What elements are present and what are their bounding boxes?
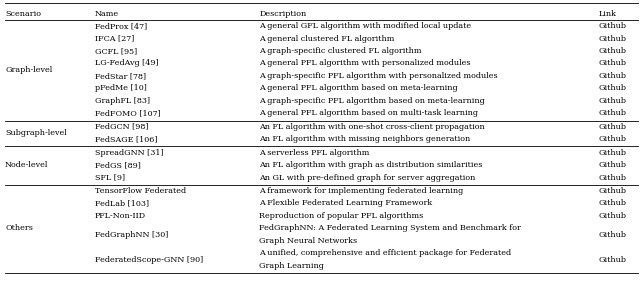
Text: An FL algorithm with missing neighbors generation: An FL algorithm with missing neighbors g… bbox=[259, 135, 470, 143]
Text: FedProx [47]: FedProx [47] bbox=[95, 22, 147, 30]
Text: A general PFL algorithm with personalized modules: A general PFL algorithm with personalize… bbox=[259, 59, 470, 67]
Text: Github: Github bbox=[598, 22, 627, 30]
Text: IFCA [27]: IFCA [27] bbox=[95, 34, 134, 42]
Text: SpreadGNN [31]: SpreadGNN [31] bbox=[95, 149, 163, 157]
Text: LG-FedAvg [49]: LG-FedAvg [49] bbox=[95, 59, 158, 67]
Text: Node-level: Node-level bbox=[5, 161, 49, 169]
Text: Github: Github bbox=[598, 47, 627, 55]
Text: Github: Github bbox=[598, 109, 627, 117]
Text: Subgraph-level: Subgraph-level bbox=[5, 129, 67, 137]
Text: FedFOMO [107]: FedFOMO [107] bbox=[95, 109, 161, 117]
Text: A unified, comprehensive and efficient package for Federated: A unified, comprehensive and efficient p… bbox=[259, 249, 511, 257]
Text: GraphFL [83]: GraphFL [83] bbox=[95, 97, 150, 105]
Text: A general PFL algorithm based on multi-task learning: A general PFL algorithm based on multi-t… bbox=[259, 109, 478, 117]
Text: Github: Github bbox=[598, 231, 627, 238]
Text: An FL algorithm with one-shot cross-client propagation: An FL algorithm with one-shot cross-clie… bbox=[259, 123, 485, 131]
Text: Reproduction of popular PFL algorithms: Reproduction of popular PFL algorithms bbox=[259, 212, 424, 220]
Text: An GL with pre-defined graph for server aggregation: An GL with pre-defined graph for server … bbox=[259, 174, 476, 182]
Text: PFL-Non-IID: PFL-Non-IID bbox=[95, 212, 146, 220]
Text: TensorFlow Federated: TensorFlow Federated bbox=[95, 187, 186, 195]
Text: Github: Github bbox=[598, 97, 627, 105]
Text: Github: Github bbox=[598, 123, 627, 131]
Text: FedGCN [98]: FedGCN [98] bbox=[95, 123, 148, 131]
Text: A Flexible Federated Learning Framework: A Flexible Federated Learning Framework bbox=[259, 199, 433, 208]
Text: Graph-level: Graph-level bbox=[5, 66, 52, 74]
Text: SFL [9]: SFL [9] bbox=[95, 174, 125, 182]
Text: Graph Neural Networks: Graph Neural Networks bbox=[259, 237, 357, 245]
Text: FedLab [103]: FedLab [103] bbox=[95, 199, 149, 208]
Text: A graph-specific clustered FL algorithm: A graph-specific clustered FL algorithm bbox=[259, 47, 422, 55]
Text: Github: Github bbox=[598, 174, 627, 182]
Text: Github: Github bbox=[598, 161, 627, 169]
Text: FedStar [78]: FedStar [78] bbox=[95, 72, 146, 80]
Text: Github: Github bbox=[598, 212, 627, 220]
Text: Github: Github bbox=[598, 149, 627, 157]
Text: Github: Github bbox=[598, 135, 627, 143]
Text: Link: Link bbox=[598, 10, 616, 18]
Text: Github: Github bbox=[598, 256, 627, 263]
Text: Scenario: Scenario bbox=[5, 10, 41, 18]
Text: pFedMe [10]: pFedMe [10] bbox=[95, 84, 147, 92]
Text: GCFL [95]: GCFL [95] bbox=[95, 47, 137, 55]
Text: Github: Github bbox=[598, 187, 627, 195]
Text: Github: Github bbox=[598, 34, 627, 42]
Text: FederatedScope-GNN [90]: FederatedScope-GNN [90] bbox=[95, 256, 203, 263]
Text: A framework for implementing federated learning: A framework for implementing federated l… bbox=[259, 187, 463, 195]
Text: Description: Description bbox=[259, 10, 307, 18]
Text: An FL algorithm with graph as distribution similarities: An FL algorithm with graph as distributi… bbox=[259, 161, 483, 169]
Text: FedSAGE [106]: FedSAGE [106] bbox=[95, 135, 157, 143]
Text: A general PFL algorithm based on meta-learning: A general PFL algorithm based on meta-le… bbox=[259, 84, 458, 92]
Text: FedGraphNN [30]: FedGraphNN [30] bbox=[95, 231, 168, 238]
Text: A graph-specific PFL algorithm with personalized modules: A graph-specific PFL algorithm with pers… bbox=[259, 72, 498, 80]
Text: Github: Github bbox=[598, 72, 627, 80]
Text: A graph-specific PFL algorithm based on meta-learning: A graph-specific PFL algorithm based on … bbox=[259, 97, 485, 105]
Text: Graph Learning: Graph Learning bbox=[259, 262, 324, 270]
Text: A general clustered FL algorithm: A general clustered FL algorithm bbox=[259, 34, 395, 42]
Text: FedGraphNN: A Federated Learning System and Benchmark for: FedGraphNN: A Federated Learning System … bbox=[259, 224, 521, 232]
Text: Github: Github bbox=[598, 59, 627, 67]
Text: Github: Github bbox=[598, 84, 627, 92]
Text: Github: Github bbox=[598, 199, 627, 208]
Text: Others: Others bbox=[5, 224, 33, 232]
Text: FedGS [89]: FedGS [89] bbox=[95, 161, 141, 169]
Text: A serverless PFL algorithm: A serverless PFL algorithm bbox=[259, 149, 369, 157]
Text: Name: Name bbox=[95, 10, 119, 18]
Text: A general GFL algorithm with modified local update: A general GFL algorithm with modified lo… bbox=[259, 22, 471, 30]
